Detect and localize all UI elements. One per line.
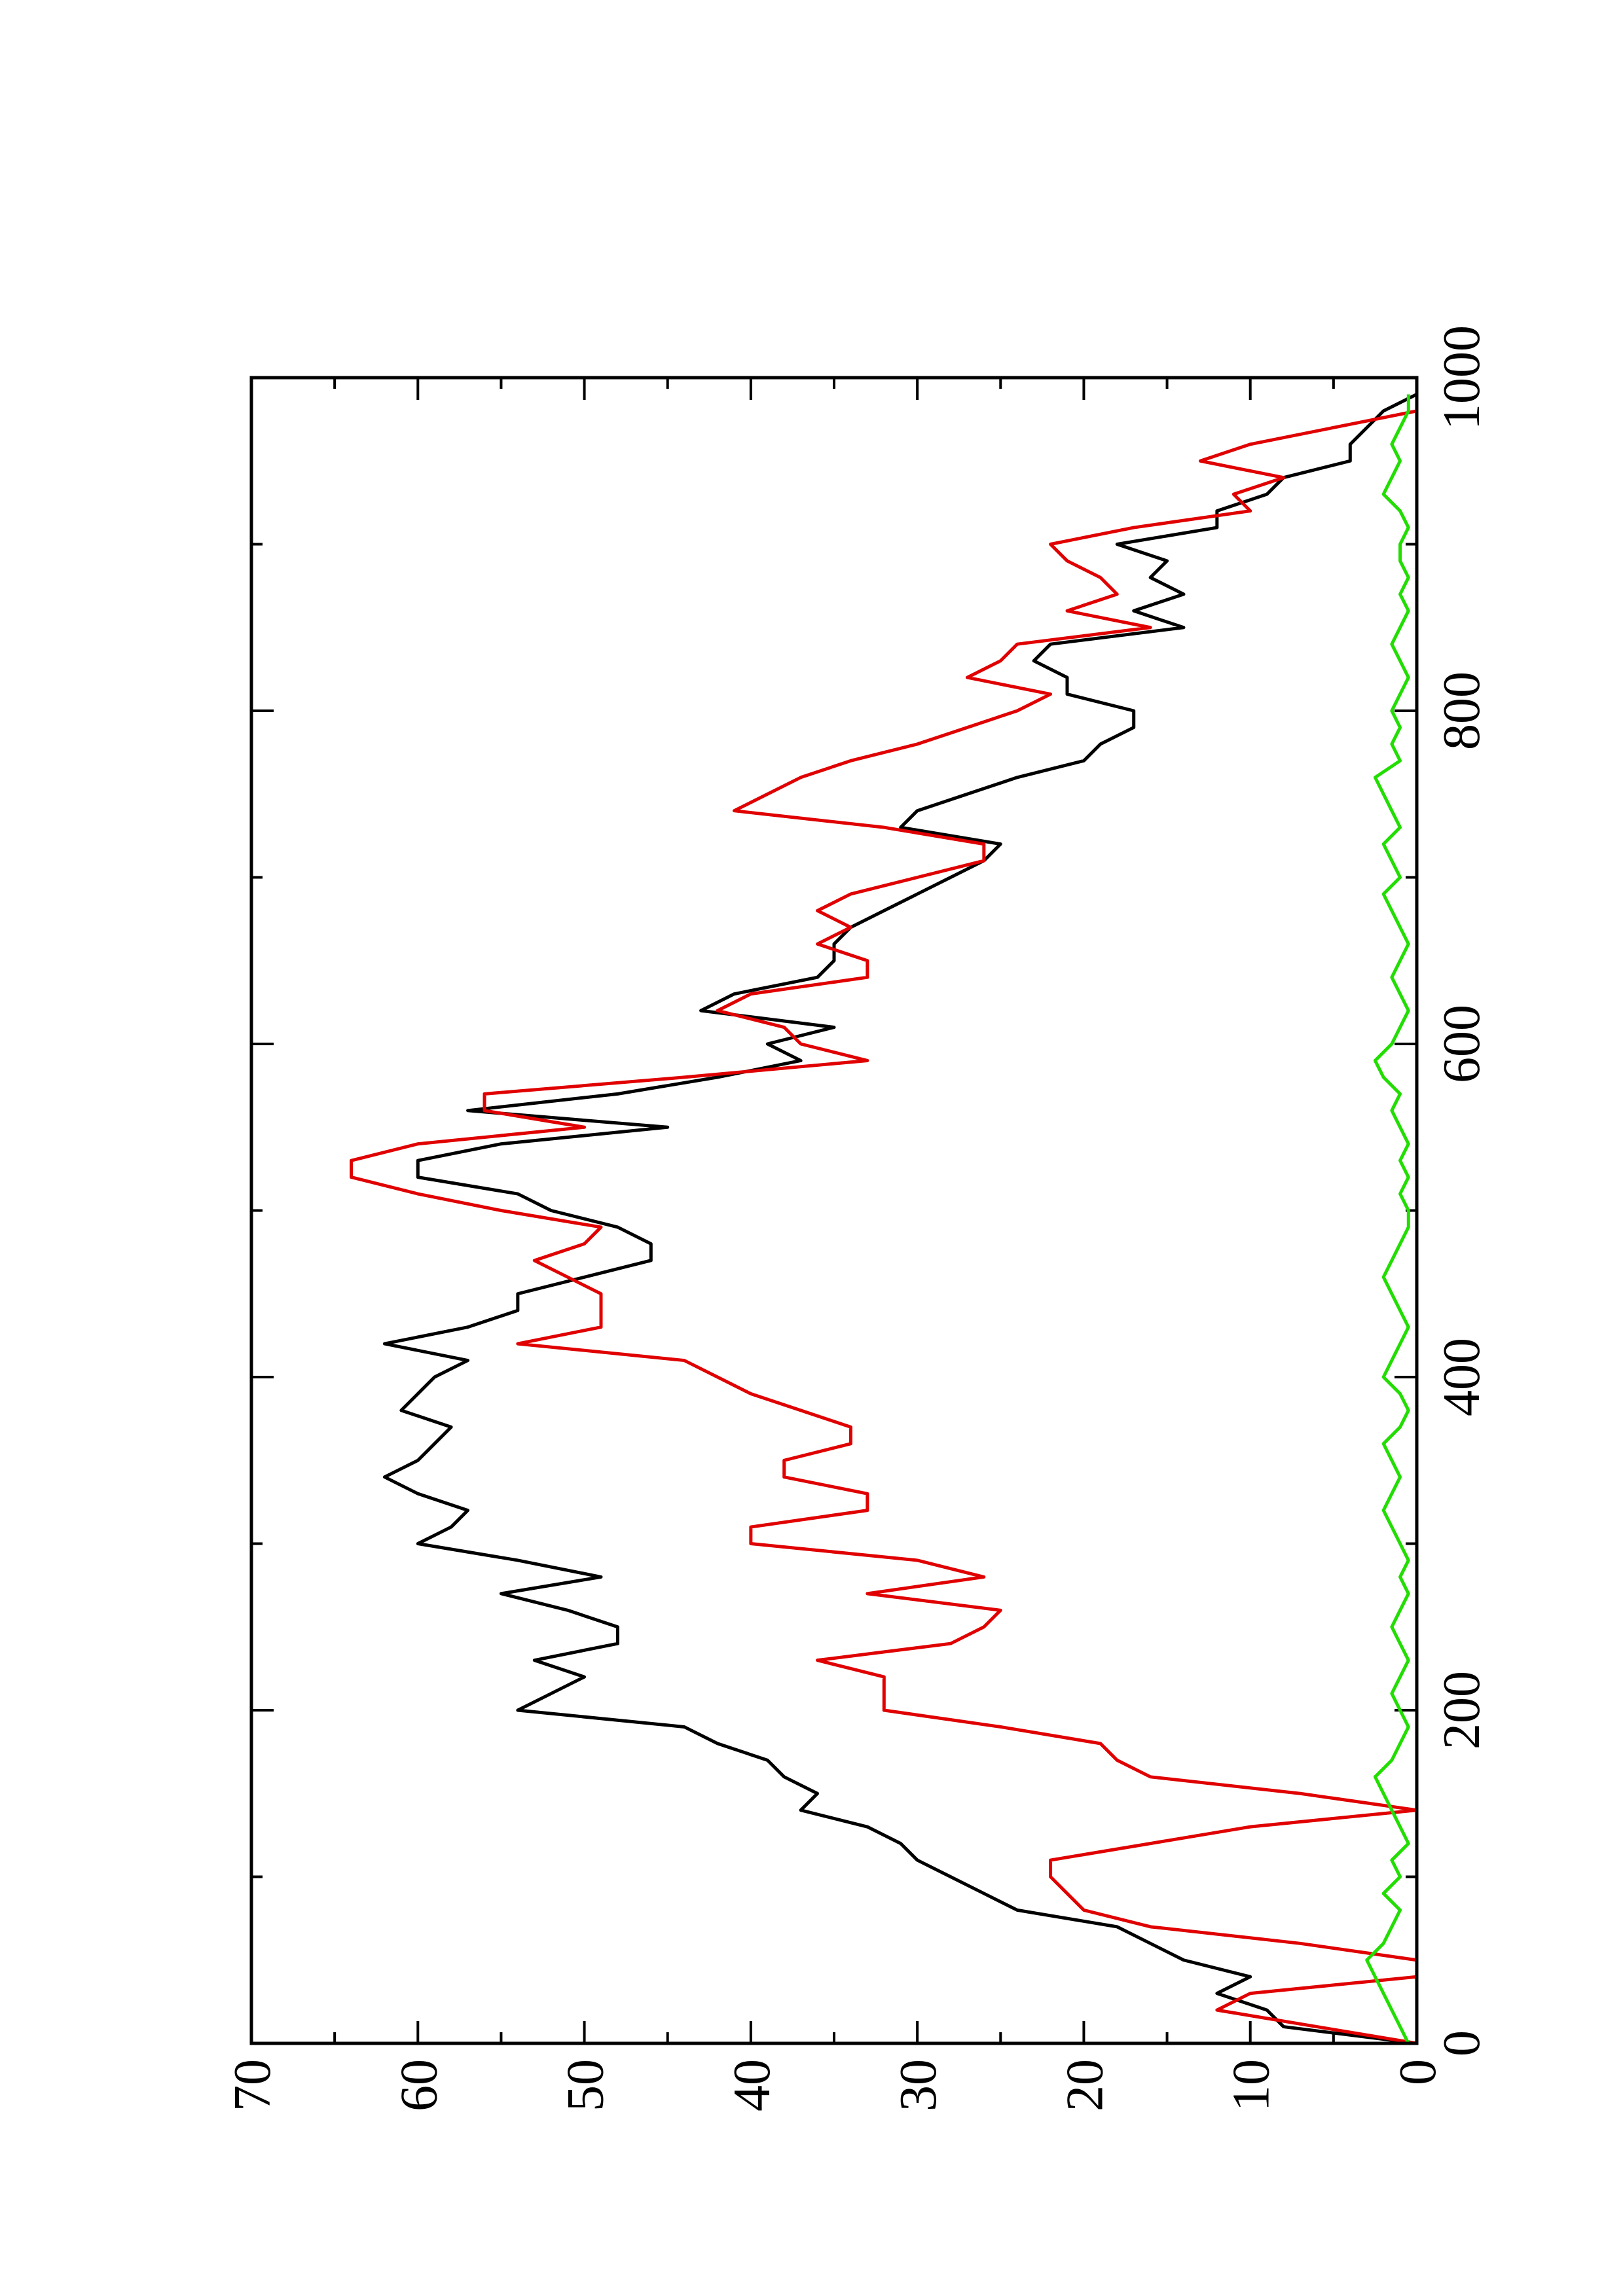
series-line <box>350 394 1419 2045</box>
x-tick-label: 400 <box>1433 1338 1491 1416</box>
y-tick-label: 0 <box>1389 2059 1447 2085</box>
y-tick-label: 40 <box>723 2059 781 2111</box>
x-tick-label: 800 <box>1433 672 1491 750</box>
series-line <box>382 393 1418 2045</box>
x-tick-label: 1000 <box>1433 325 1491 430</box>
series-line <box>1365 394 1410 2045</box>
x-tick-label: 600 <box>1433 1005 1491 1083</box>
y-tick-label: 50 <box>557 2059 615 2111</box>
y-tick-label: 70 <box>224 2059 282 2111</box>
y-tick-label: 30 <box>890 2059 947 2111</box>
plot-frame <box>249 376 1419 2045</box>
y-tick-label: 60 <box>390 2059 448 2111</box>
y-tick-label: 10 <box>1223 2059 1281 2111</box>
x-tick-label: 0 <box>1433 2030 1491 2056</box>
rotated-chart: 0 200 400 600 800 1000 0 10 20 30 40 50 60 70 <box>224 325 1491 2111</box>
y-tick-label: 20 <box>1056 2059 1114 2111</box>
x-tick-label: 200 <box>1433 1671 1491 1749</box>
